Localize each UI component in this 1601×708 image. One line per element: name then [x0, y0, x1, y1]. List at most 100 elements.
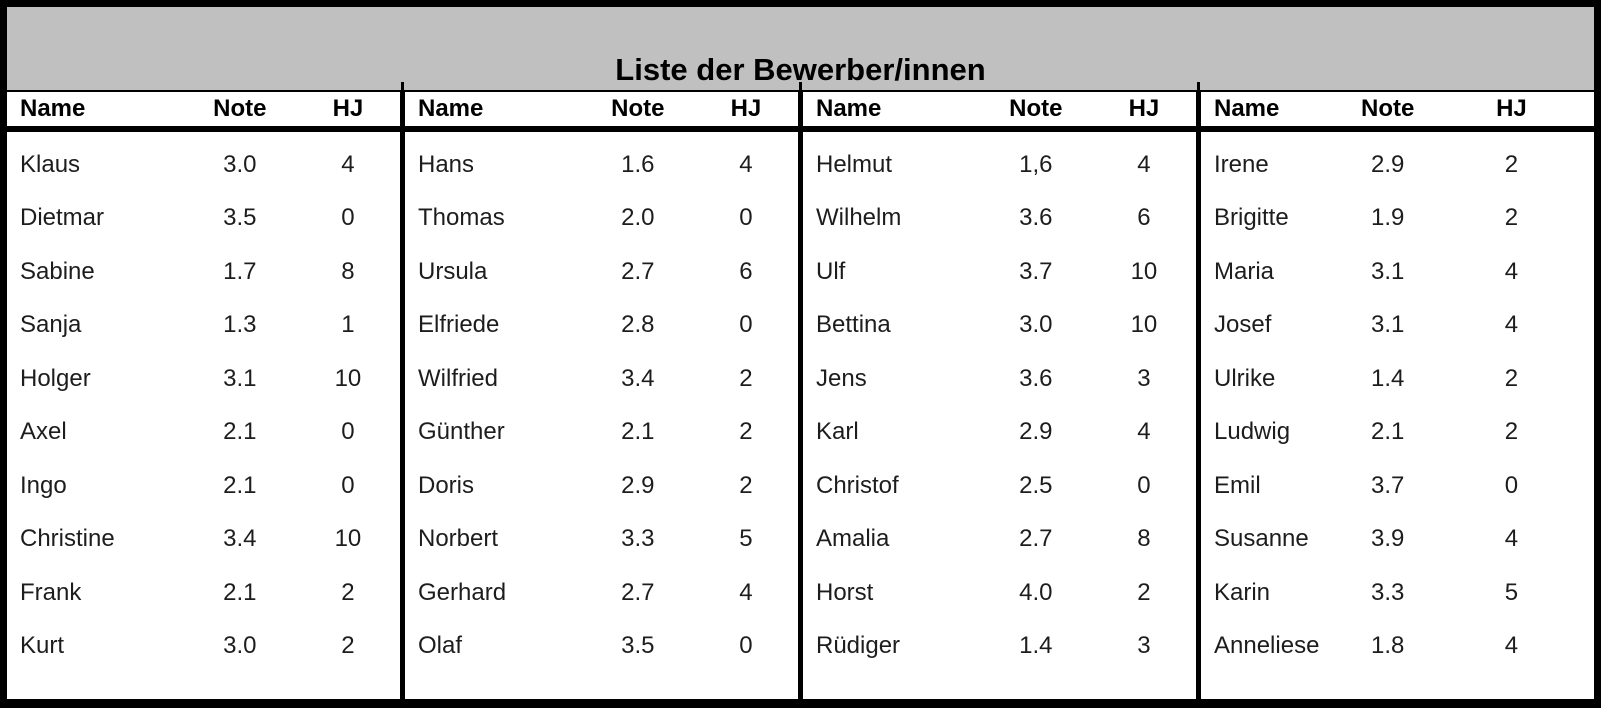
table-row: Elfriede 2.8 0	[405, 299, 798, 353]
cell-note: 3.0	[223, 632, 257, 660]
table-row: Helmut 1,6 4	[803, 138, 1196, 192]
table-row: Holger 3.1 10	[7, 352, 400, 406]
cell-hj: 10	[1130, 311, 1158, 339]
cell-hj: 2	[341, 578, 355, 606]
table-row: Hans 1.6 4	[405, 138, 798, 192]
cell-hj: 0	[1504, 471, 1519, 499]
cell-name: Anneliese	[1214, 632, 1320, 660]
cell-name: Ulf	[816, 257, 846, 285]
cell-note: 1.6	[621, 150, 655, 178]
cell-hj: 0	[739, 632, 753, 660]
cell-name: Ursula	[418, 257, 488, 285]
table-row: Horst 4.0 2	[803, 566, 1196, 620]
cell-note: 3.0	[1019, 311, 1053, 339]
cell-note: 2.7	[621, 578, 655, 606]
cell-note: 2.0	[621, 204, 655, 232]
table-row: Günther 2.1 2	[405, 406, 798, 460]
table-row: Christine 3.4 10	[7, 513, 400, 567]
cell-name: Doris	[418, 471, 475, 499]
header-row: Name Note HJ	[405, 92, 798, 132]
cell-note: 1,6	[1019, 150, 1053, 178]
cell-name: Christof	[816, 471, 899, 499]
cell-hj: 0	[739, 311, 753, 339]
cell-note: 1.4	[1370, 364, 1405, 392]
cell-name: Wilfried	[418, 364, 499, 392]
header-name: Name	[816, 95, 882, 122]
header-hj: HJ	[1429, 92, 1594, 126]
cell-name: Frank	[20, 578, 82, 606]
table-row: Irene 2.9 2	[1201, 138, 1594, 192]
table-row: Kurt 3.0 2	[7, 620, 400, 674]
cell-name: Christine	[20, 525, 115, 553]
table-row: Dietmar 3.5 0	[7, 192, 400, 246]
cell-note: 1.3	[223, 311, 257, 339]
table-row: Brigitte 1.9 2	[1201, 192, 1594, 246]
header-name: Name	[20, 95, 86, 122]
cell-hj: 4	[1504, 525, 1519, 553]
cell-note: 3.1	[223, 364, 257, 392]
cell-hj: 2	[1504, 150, 1519, 178]
cell-name: Sanja	[20, 311, 82, 339]
cell-hj: 2	[1504, 204, 1519, 232]
cell-note: 1.9	[1370, 204, 1405, 232]
cell-name: Günther	[418, 418, 505, 446]
cell-hj: 0	[1137, 471, 1151, 499]
table-row: Susanne 3.9 4	[1201, 513, 1594, 567]
group-body: Helmut 1,6 4 Wilhelm 3.6 6 Ulf 3.7 10 Bettina 3.0 1…	[803, 132, 1196, 699]
cell-hj: 2	[739, 364, 753, 392]
cell-name: Sabine	[20, 257, 95, 285]
table-row: Josef 3.1 4	[1201, 299, 1594, 353]
cell-hj: 2	[739, 471, 753, 499]
table-row: Ulf 3.7 10	[803, 245, 1196, 299]
cell-hj: 4	[1504, 311, 1519, 339]
table-row: Frank 2.1 2	[7, 566, 400, 620]
cell-hj: 0	[341, 204, 355, 232]
cell-hj: 2	[1504, 418, 1519, 446]
cell-hj: 10	[1130, 257, 1158, 285]
table-row: Thomas 2.0 0	[405, 192, 798, 246]
cell-note: 1.7	[223, 257, 257, 285]
cell-note: 3.7	[1019, 257, 1053, 285]
cell-name: Brigitte	[1214, 204, 1289, 232]
group-body: Irene 2.9 2 Brigitte 1.9 2 Maria 3.1 4 Josef 3.1 4 U…	[1201, 132, 1594, 699]
cell-hj: 4	[739, 578, 753, 606]
cell-note: 3.6	[1019, 204, 1053, 232]
table-row: Klaus 3.0 4	[7, 138, 400, 192]
table-row: Wilhelm 3.6 6	[803, 192, 1196, 246]
cell-note: 2.9	[1370, 150, 1405, 178]
table-row: Bettina 3.0 10	[803, 299, 1196, 353]
table-row: Wilfried 3.4 2	[405, 352, 798, 406]
cell-hj: 8	[341, 257, 355, 285]
table-row: Axel 2.1 0	[7, 406, 400, 460]
cell-name: Amalia	[816, 525, 890, 553]
cell-name: Irene	[1214, 150, 1269, 178]
table-row: Anneliese 1.8 4	[1201, 620, 1594, 674]
cell-hj: 6	[1137, 204, 1151, 232]
table-row: Doris 2.9 2	[405, 459, 798, 513]
cell-name: Olaf	[418, 632, 463, 660]
cell-hj: 10	[334, 525, 362, 553]
cell-hj: 3	[1137, 632, 1151, 660]
cell-hj: 2	[1504, 364, 1519, 392]
cell-name: Klaus	[20, 150, 81, 178]
cell-note: 3.0	[223, 150, 257, 178]
cell-name: Susanne	[1214, 525, 1309, 553]
cell-hj: 0	[341, 418, 355, 446]
column-groups: Name Note HJ Klaus 3.0 4 Dietmar 3.5 0 Sabine 1…	[7, 82, 1594, 699]
cell-hj: 2	[341, 632, 355, 660]
cell-note: 2.1	[223, 471, 257, 499]
table-row: Ingo 2.1 0	[7, 459, 400, 513]
header-note: Note	[582, 92, 694, 126]
cell-hj: 4	[1137, 150, 1151, 178]
header-row: Name Note HJ	[1201, 92, 1594, 132]
cell-note: 3.7	[1370, 471, 1405, 499]
table-row: Amalia 2.7 8	[803, 513, 1196, 567]
cell-hj: 4	[1137, 418, 1151, 446]
cell-note: 2.1	[1370, 418, 1405, 446]
cell-note: 1.4	[1019, 632, 1053, 660]
cell-note: 3.1	[1370, 257, 1405, 285]
cell-name: Thomas	[418, 204, 505, 232]
table-row: Gerhard 2.7 4	[405, 566, 798, 620]
cell-note: 2.7	[1019, 525, 1053, 553]
header-hj: HJ	[694, 92, 798, 126]
